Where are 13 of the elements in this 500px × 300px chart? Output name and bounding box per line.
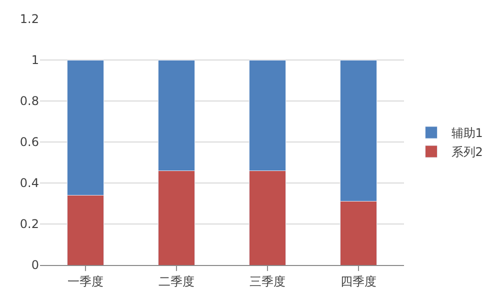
y-tick-label: 0 (31, 258, 39, 272)
x-tick-label: 三季度 (250, 274, 286, 288)
x-tick-label: 一季度 (68, 274, 104, 288)
y-tick-label: 1.2 (20, 12, 39, 26)
x-tick-label: 二季度 (158, 274, 194, 288)
y-tick-label: 0.6 (20, 135, 39, 150)
y-tick-label: 0.2 (20, 217, 39, 232)
x-tick-label: 四季度 (340, 274, 376, 288)
legend-label: 辅助1 (451, 126, 483, 140)
y-tick-label: 0.4 (20, 176, 39, 190)
y-tick-label: 1 (31, 53, 39, 68)
legend-label: 系列2 (451, 145, 483, 160)
y-tick-label: 0.8 (20, 94, 39, 108)
